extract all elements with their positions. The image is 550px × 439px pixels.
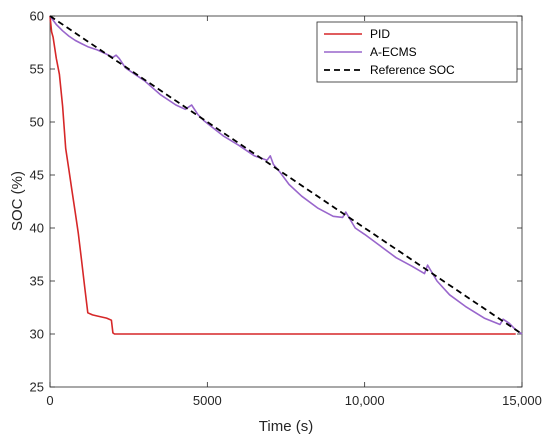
axis-ticks: 0 5000 10,000 15,000 25 30 35 40 45 50 55 60	[30, 9, 542, 409]
y-tick-label: 40	[30, 221, 44, 236]
y-axis-label: SOC (%)	[9, 171, 26, 231]
x-tick-label: 5000	[193, 393, 222, 408]
legend: PID A-ECMS Reference SOC	[316, 21, 518, 83]
series-line-reference-soc	[49, 15, 523, 335]
y-tick-label: 35	[30, 274, 44, 289]
x-tick-label: 15,000	[502, 393, 542, 408]
legend-entry-label: A-ECMS	[370, 45, 417, 59]
series-line-pid	[49, 15, 516, 335]
x-tick-label: 10,000	[345, 393, 385, 408]
legend-entry-label: PID	[370, 27, 390, 41]
y-tick-label: 60	[30, 9, 44, 24]
y-tick-label: 55	[30, 62, 44, 77]
legend-entry-label: Reference SOC	[370, 63, 455, 77]
y-tick-label: 25	[30, 380, 44, 395]
y-tick-label: 30	[30, 327, 44, 342]
series-lines	[49, 15, 523, 335]
y-tick-label: 50	[30, 115, 44, 130]
x-axis-label: Time (s)	[259, 418, 313, 435]
x-tick-label: 0	[46, 393, 53, 408]
y-tick-label: 45	[30, 168, 44, 183]
